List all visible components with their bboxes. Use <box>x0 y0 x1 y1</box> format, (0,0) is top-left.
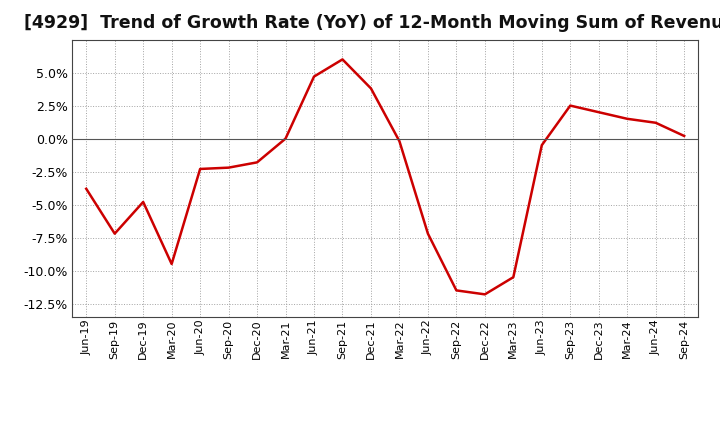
Title: [4929]  Trend of Growth Rate (YoY) of 12-Month Moving Sum of Revenues: [4929] Trend of Growth Rate (YoY) of 12-… <box>24 15 720 33</box>
